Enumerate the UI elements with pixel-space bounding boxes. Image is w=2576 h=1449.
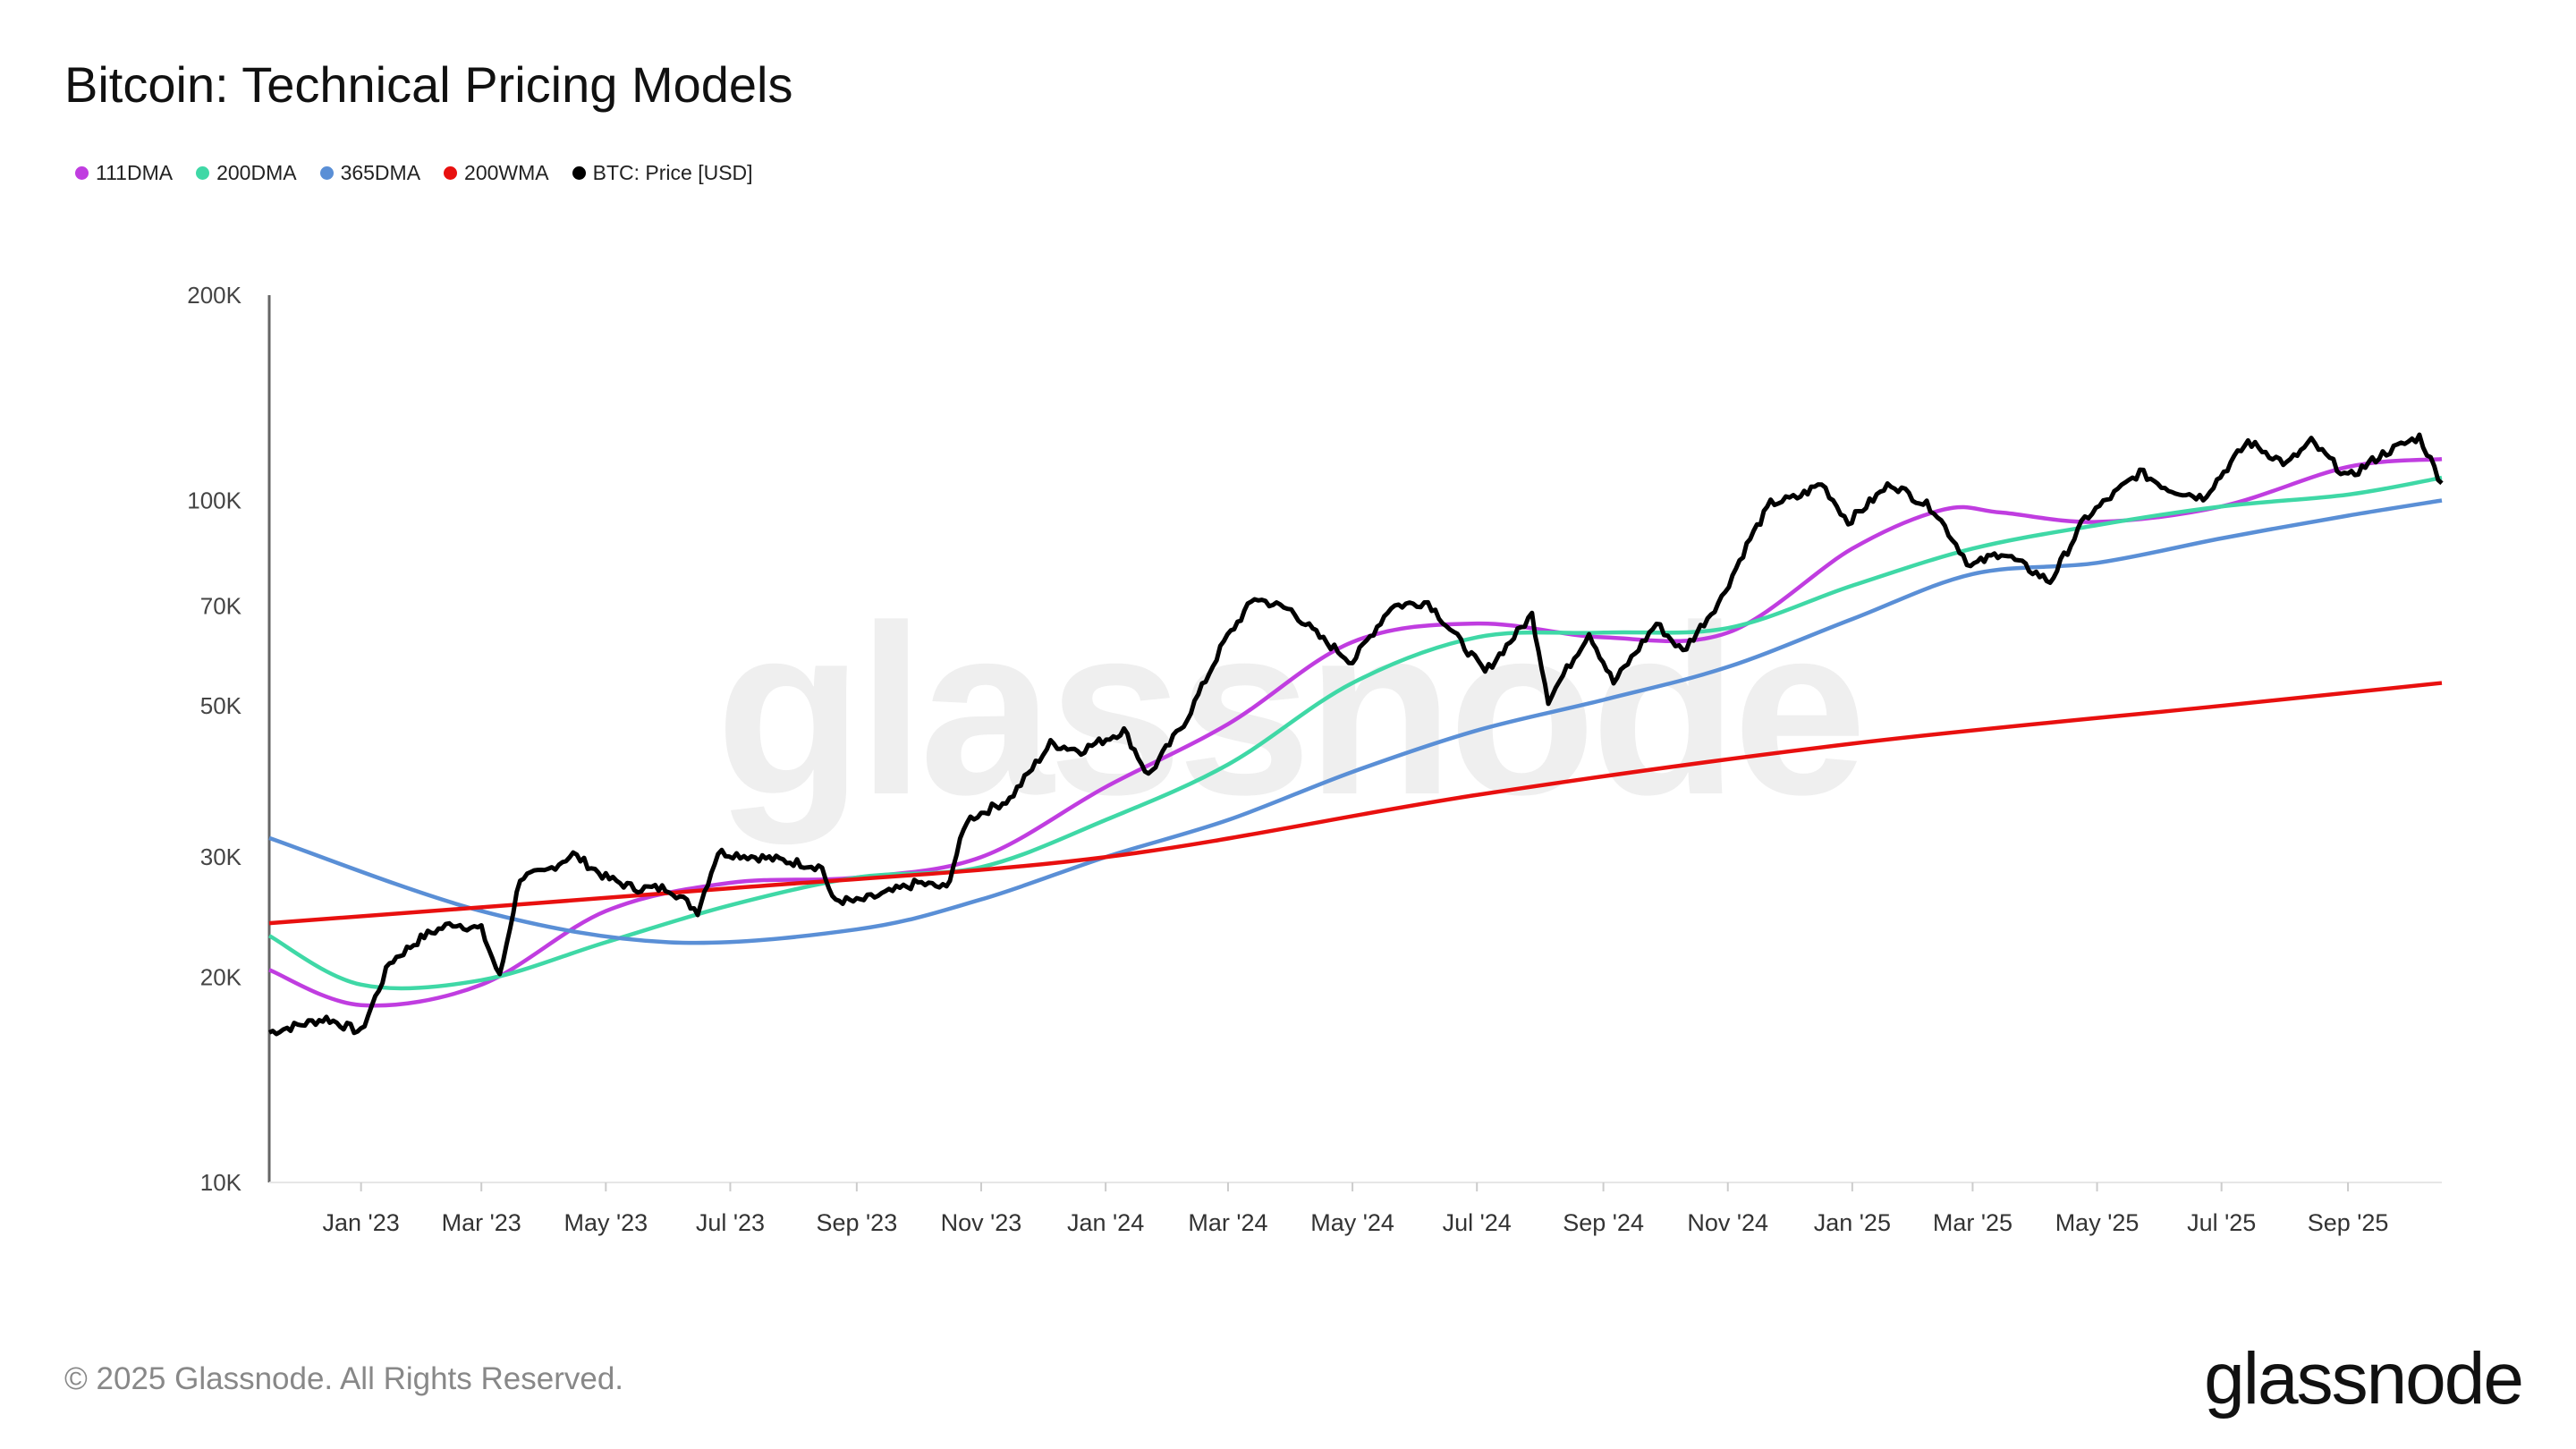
- legend-label: 200WMA: [464, 161, 549, 184]
- legend-label: 111DMA: [96, 161, 174, 184]
- x-tick-label: Jul '23: [696, 1209, 765, 1236]
- legend-item[interactable]: 200DMA: [196, 161, 297, 185]
- y-tick-label: 30K: [200, 843, 242, 870]
- series-line-365dma: [268, 498, 2443, 945]
- legend-item[interactable]: BTC: Price [USD]: [572, 161, 753, 185]
- legend-label: 200DMA: [216, 161, 297, 184]
- x-tick-label: Mar '24: [1188, 1209, 1267, 1236]
- glassnode-logo: glassnode: [2204, 1338, 2524, 1419]
- x-tick-label: May '23: [564, 1209, 648, 1236]
- legend-item[interactable]: 200WMA: [444, 161, 549, 185]
- x-tick-label: May '25: [2055, 1209, 2140, 1236]
- x-tick-label: Nov '24: [1687, 1209, 1768, 1236]
- legend-item[interactable]: 365DMA: [319, 161, 421, 185]
- legend-dot-icon: [319, 166, 334, 180]
- legend: 111DMA 200DMA 365DMA 200WMA BTC: Price [USD]: [75, 161, 753, 185]
- x-tick-label: Jul '25: [2187, 1209, 2256, 1236]
- legend-label: BTC: Price [USD]: [592, 161, 753, 184]
- x-tick-label: Mar '25: [1933, 1209, 2012, 1236]
- x-tick-label: Jan '24: [1067, 1209, 1144, 1236]
- watermark: glassnode: [716, 576, 1867, 845]
- chart-title: Bitcoin: Technical Pricing Models: [64, 56, 793, 113]
- x-tick-label: Jan '25: [1814, 1209, 1891, 1236]
- series-line-btc-price-usd-: [268, 432, 2444, 1037]
- series-line-111dma: [268, 457, 2443, 1008]
- x-tick-label: May '24: [1310, 1209, 1394, 1236]
- y-tick-label: 70K: [200, 593, 242, 620]
- legend-dot-icon: [444, 166, 458, 180]
- y-tick-label: 10K: [200, 1169, 242, 1196]
- x-tick-label: Sep '24: [1563, 1209, 1644, 1236]
- y-tick-label: 200K: [187, 282, 242, 309]
- copyright-footer: © 2025 Glassnode. All Rights Reserved.: [64, 1361, 624, 1396]
- x-tick-label: Jan '23: [323, 1209, 400, 1236]
- x-tick-label: Jul '24: [1443, 1209, 1512, 1236]
- x-tick-label: Mar '23: [442, 1209, 521, 1236]
- legend-label: 365DMA: [340, 161, 421, 184]
- x-tick-label: Sep '25: [2308, 1209, 2389, 1236]
- series-line-200wma: [268, 681, 2443, 926]
- legend-dot-icon: [75, 166, 89, 180]
- x-tick-label: Sep '23: [816, 1209, 897, 1236]
- series-line-200dma: [267, 475, 2443, 991]
- legend-dot-icon: [572, 166, 586, 180]
- y-tick-label: 100K: [187, 487, 242, 514]
- legend-dot-icon: [196, 166, 210, 180]
- y-tick-label: 20K: [200, 963, 242, 990]
- x-tick-label: Nov '23: [941, 1209, 1022, 1236]
- legend-item[interactable]: 111DMA: [75, 161, 173, 185]
- y-tick-label: 50K: [200, 692, 242, 719]
